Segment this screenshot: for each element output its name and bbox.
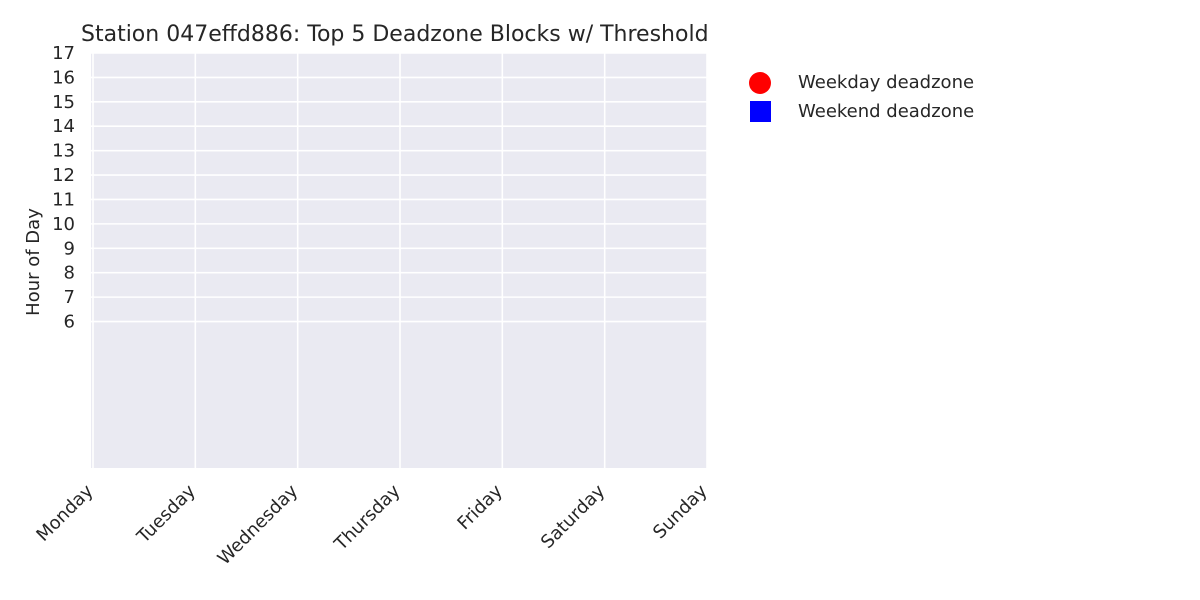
weekend-marker <box>749 101 771 122</box>
y-axis-ticks: 6 7 8 9 10 11 12 13 14 15 16 17 <box>52 43 75 333</box>
circle-marker-icon <box>748 71 772 95</box>
legend-label-weekday: Weekday deadzone <box>798 72 975 93</box>
square-marker-icon <box>748 100 772 124</box>
plot-area <box>91 53 707 468</box>
y-tick-label: 6 <box>64 312 75 333</box>
y-tick-label: 17 <box>52 43 75 64</box>
x-tick-label: Wednesday <box>214 480 303 569</box>
y-tick-label: 8 <box>64 263 75 284</box>
x-axis-ticks: Monday Tuesday Wednesday Thursday Friday Satu… <box>32 480 711 569</box>
y-tick-label: 14 <box>52 116 75 137</box>
y-tick-label: 7 <box>64 287 75 308</box>
legend-item-weekend: Weekend deadzone <box>748 97 974 126</box>
x-tick-label: Friday <box>453 480 507 534</box>
gridlines <box>91 52 708 468</box>
x-tick-label: Saturday <box>537 480 609 552</box>
x-tick-label: Monday <box>32 480 97 545</box>
y-axis-label: Hour of Day <box>23 208 44 316</box>
chart-title: Station 047effd886: Top 5 Deadzone Block… <box>81 22 709 47</box>
y-tick-label: 10 <box>52 214 75 235</box>
legend-item-weekday: Weekday deadzone <box>748 68 974 97</box>
y-tick-label: 16 <box>52 67 75 88</box>
x-tick-label: Sunday <box>649 480 712 543</box>
y-tick-label: 15 <box>52 92 75 113</box>
legend: Weekday deadzone Weekend deadzone <box>748 68 974 126</box>
x-tick-label: Tuesday <box>133 480 201 548</box>
legend-label-weekend: Weekend deadzone <box>798 101 975 122</box>
weekday-marker <box>749 71 771 94</box>
y-tick-label: 9 <box>64 238 75 259</box>
x-tick-label: Thursday <box>330 480 405 555</box>
y-tick-label: 11 <box>52 189 75 210</box>
y-tick-label: 12 <box>52 165 75 186</box>
y-tick-label: 13 <box>52 141 75 162</box>
